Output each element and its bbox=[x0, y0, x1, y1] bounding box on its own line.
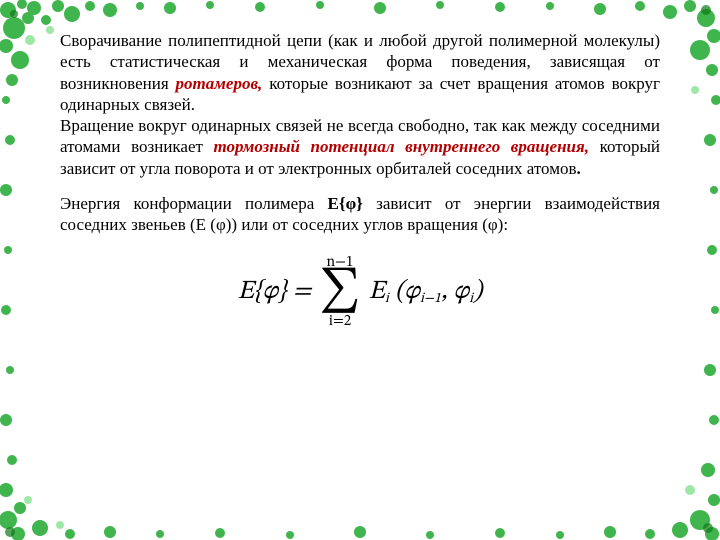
paragraph-2: Энергия конформации полимера Е{φ} зависи… bbox=[60, 193, 660, 236]
sum-upper-limit: n−1 bbox=[327, 255, 354, 270]
sum-lower-limit: i=2 bbox=[329, 314, 352, 329]
p3-text-a: Энергия конформации полимера bbox=[60, 194, 328, 213]
sum-sigma-icon: ∑ bbox=[319, 272, 360, 312]
formula-lhs: E{φ} = bbox=[238, 276, 312, 309]
energy-formula: E{φ} = n−1 ∑ i=2 Ei (φi−1, φi) bbox=[238, 255, 483, 329]
rhs-sub-im1: i−1 bbox=[420, 292, 441, 306]
rhs-close: ) bbox=[473, 279, 482, 305]
formula-block: E{φ} = n−1 ∑ i=2 Ei (φi−1, φi) bbox=[60, 255, 660, 329]
rhs-comma: , φ bbox=[441, 279, 469, 305]
p1-dot: . bbox=[577, 159, 581, 178]
rhs-E: E bbox=[369, 279, 385, 305]
p1-highlight-potential: тормозный потенциал внутреннего вращения… bbox=[214, 137, 589, 156]
p3-bold-ephi: Е{φ} bbox=[328, 194, 363, 213]
slide-text-content: Сворачивание полипептидной цепи (как и л… bbox=[60, 30, 660, 329]
formula-sum: n−1 ∑ i=2 bbox=[319, 255, 360, 329]
rhs-open: (φ bbox=[389, 279, 420, 305]
formula-rhs: Ei (φi−1, φi) bbox=[369, 276, 483, 309]
p1-highlight-rotamers: ротамеров, bbox=[176, 74, 263, 93]
paragraph-1: Сворачивание полипептидной цепи (как и л… bbox=[60, 30, 660, 179]
